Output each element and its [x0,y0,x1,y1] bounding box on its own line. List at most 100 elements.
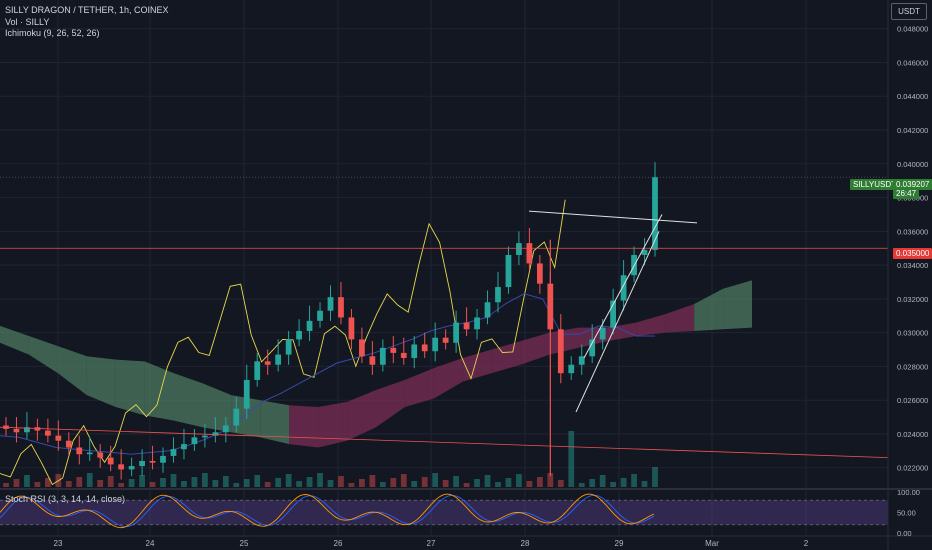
volume-bar [296,481,302,487]
cloud-segment [202,383,232,433]
volume-bar [432,473,439,487]
x-tick-label: 29 [615,539,624,548]
volume-bar [285,474,292,487]
volume-bar [505,478,512,487]
chart-grid [0,0,888,535]
volume-bar [369,475,376,487]
candle-body [484,302,491,318]
candle-body [641,249,648,255]
cloud-segment [520,332,550,365]
candle-body [233,408,240,426]
volume-bar [547,473,554,487]
stoch-tick-label: 0.00 [897,529,912,538]
candle-body [65,440,72,448]
x-tick-label: 24 [146,539,155,548]
cloud-segment [433,357,463,399]
volume-bar [24,475,30,487]
volume-bar [359,479,365,487]
line-price-tag: 0.035000 [893,248,932,259]
last-price-tag: 0.039207 [893,179,932,190]
volume-bar [463,483,470,487]
y-tick-label: 0.024000 [897,430,928,439]
cloud-segment [0,325,29,355]
candle-body [254,361,261,380]
volume-bar [181,481,187,487]
volume-bar [453,476,459,487]
volume-bar [526,481,533,487]
candle-body [453,322,459,343]
candle-body [44,430,51,436]
symbol-title[interactable]: SILLY DRAGON / TETHER, 1h, COINEX [5,5,169,15]
cloud-segment [665,303,695,333]
x-tick-label: 2 [804,539,809,548]
candle-body [610,300,617,328]
candle-body [181,444,187,450]
stoch-d-line [0,494,655,528]
cloud-segment [636,314,666,337]
candle-body [474,317,480,330]
x-tick-label: 28 [521,539,530,548]
volume-bar [243,479,250,487]
symbol-price-tag: SILLYUSDT [850,179,899,190]
volume-bar [411,481,418,487]
volume-bar [610,482,617,487]
candle-body [243,379,250,409]
cloud-segment [28,336,58,374]
candle-body [317,310,323,321]
y-tick-label: 0.042000 [897,126,928,135]
volume-bar [536,477,543,487]
ichimoku-legend[interactable]: Ichimoku (9, 26, 52, 26) [5,28,100,38]
volume-bar [264,482,271,487]
candle-body [107,457,114,465]
volume-bar [191,477,198,487]
candle-body [379,347,386,365]
cloud-segment [549,327,579,355]
y-tick-label: 0.022000 [897,464,928,473]
volume-bar [474,479,480,487]
cloud-segment [115,359,145,416]
volume-bar [139,475,145,487]
stoch-k-line [0,493,655,529]
volume-bar [306,477,313,487]
volume-bar [578,483,585,487]
volume-bar [170,474,177,487]
y-tick-label: 0.040000 [897,160,928,169]
channel-upper-line [583,214,663,359]
volume-legend[interactable]: Vol · SILLY [5,17,50,27]
volume-bar [599,475,606,487]
candle-body [306,320,313,331]
volume-bar [275,478,282,487]
candle-body [202,435,208,438]
volume-bar [390,478,397,487]
cloud-segment [318,401,348,448]
volume-bar [149,482,156,487]
stoch-rsi-legend[interactable]: Stoch RSI (3, 3, 14, 14, close) [5,494,126,504]
candle-body [652,177,658,250]
cloud-segment [289,405,319,448]
volume-bar [589,479,596,487]
cloud-segment [260,400,290,445]
cloud-segment [57,346,87,396]
candle-body [191,437,198,445]
volume-bar [421,477,428,487]
candle-body [526,243,533,264]
candle-body [557,329,564,374]
candle-body [212,432,219,436]
x-tick-label: 27 [427,539,436,548]
ichimoku-cloud [0,280,752,448]
volume-bar [97,480,104,487]
x-tick-label: 23 [54,539,63,548]
candle-body [149,460,156,463]
candle-body [264,361,271,365]
cloud-segment [144,361,174,421]
volume-bar [3,483,9,487]
currency-button[interactable]: USDT [891,3,927,20]
trend-drawings [0,176,889,459]
candle-body [359,339,365,357]
candle-body [536,263,543,284]
volume-bar [107,476,114,487]
volume-bar [86,473,93,487]
volume-bar [202,473,208,487]
candle-body [160,455,166,463]
